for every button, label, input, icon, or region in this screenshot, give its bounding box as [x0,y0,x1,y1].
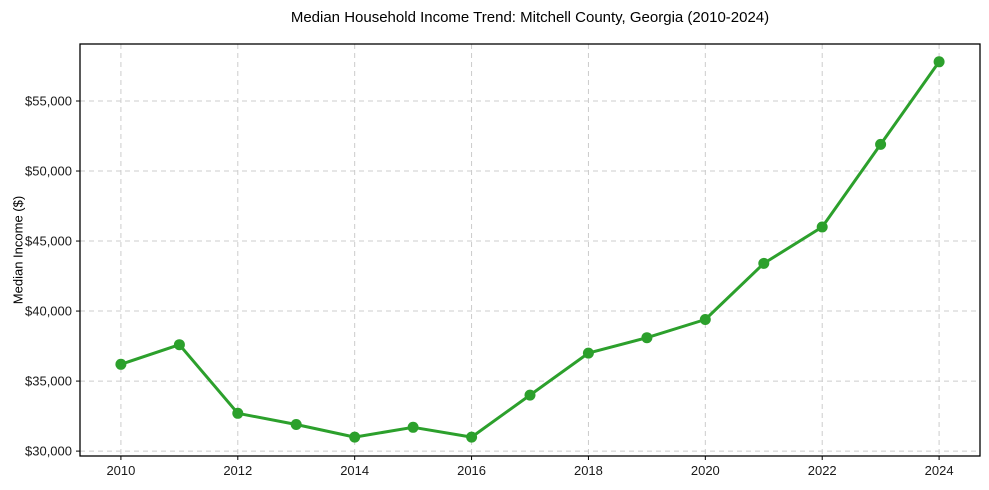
data-point-2018 [582,347,594,359]
data-point-2016 [466,431,478,443]
x-tick-label: 2020 [691,463,720,478]
data-point-2011 [173,339,185,351]
y-tick-label: $30,000 [25,444,72,459]
data-point-2015 [407,421,419,433]
y-tick-label: $50,000 [25,164,72,179]
x-tick-label: 2012 [223,463,252,478]
data-point-2019 [641,332,653,344]
x-tick-label: 2024 [925,463,954,478]
plot-border [79,43,981,457]
x-tick-label: 2022 [808,463,837,478]
x-tick-label: 2014 [340,463,369,478]
y-tick-label: $55,000 [25,93,72,108]
y-tick-label: $40,000 [25,304,72,319]
data-point-2023 [875,138,887,150]
data-point-2020 [699,314,711,325]
data-point-2017 [524,389,536,401]
data-point-2010 [115,358,127,370]
data-point-2022 [816,221,828,233]
y-tick-label: $35,000 [25,374,72,389]
x-tick-label: 2018 [574,463,603,478]
x-tick-label: 2010 [106,463,135,478]
data-point-2012 [232,407,244,419]
y-tick-label: $45,000 [25,234,72,249]
chart-title: Median Household Income Trend: Mitchell … [290,9,770,26]
data-point-2013 [290,419,302,430]
data-point-2024 [933,56,945,68]
x-tick-label: 2016 [457,463,486,478]
data-point-2014 [349,431,361,443]
data-point-2021 [758,257,770,269]
